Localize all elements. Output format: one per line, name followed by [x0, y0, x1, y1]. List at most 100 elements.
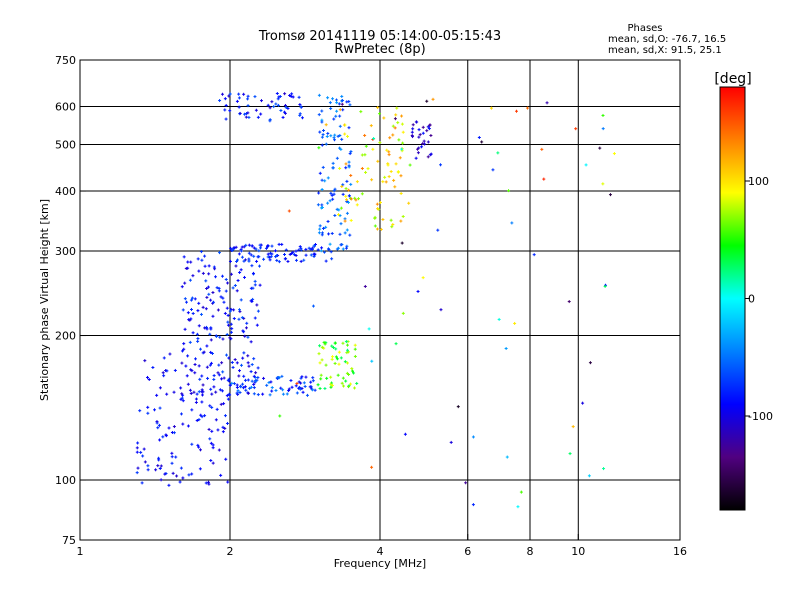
data-point	[207, 264, 211, 268]
data-point	[344, 194, 348, 198]
data-point	[319, 377, 323, 381]
data-point	[516, 505, 520, 509]
data-point	[240, 245, 244, 249]
data-point	[398, 156, 402, 160]
data-point	[319, 373, 323, 377]
data-point	[392, 178, 396, 182]
data-point	[240, 255, 244, 259]
colorbar-tick-label: 100	[748, 175, 769, 188]
data-point	[243, 378, 247, 382]
data-point	[340, 381, 344, 385]
data-point	[397, 138, 401, 142]
data-point	[247, 251, 251, 255]
data-point	[355, 203, 359, 207]
data-point	[420, 145, 424, 149]
stats-line-x: mean, sd,X: 91.5, 25.1	[608, 45, 722, 56]
data-point	[217, 289, 221, 293]
data-point	[510, 221, 514, 225]
data-point	[381, 217, 385, 221]
data-point	[334, 98, 338, 102]
data-point	[330, 231, 334, 235]
data-point	[353, 354, 357, 358]
data-point	[246, 111, 250, 115]
y-tick-label: 600	[55, 101, 76, 114]
data-point	[249, 340, 253, 344]
data-point	[266, 103, 270, 107]
stats-line-o: mean, sd,O: -76.7, 16.5	[608, 34, 726, 45]
data-point	[324, 363, 328, 367]
data-point	[275, 254, 279, 258]
data-point	[196, 339, 200, 343]
data-point	[295, 391, 299, 395]
data-point	[172, 390, 176, 394]
data-point	[321, 231, 325, 235]
data-point	[246, 335, 250, 339]
data-point	[216, 308, 220, 312]
data-point	[200, 388, 204, 392]
data-point	[354, 198, 358, 202]
data-point	[387, 150, 391, 154]
data-point	[425, 99, 429, 103]
data-point	[228, 259, 232, 263]
data-point	[183, 297, 187, 301]
data-point	[350, 369, 354, 373]
data-point	[421, 142, 425, 146]
data-point	[401, 141, 405, 145]
data-point	[197, 269, 201, 273]
data-point	[141, 454, 145, 458]
data-point	[364, 170, 368, 174]
data-point	[411, 127, 415, 131]
data-point	[388, 136, 392, 140]
data-point	[602, 467, 606, 471]
data-point	[212, 385, 216, 389]
data-point	[205, 344, 209, 348]
data-point	[253, 95, 257, 99]
data-point	[391, 124, 395, 128]
data-point	[246, 104, 250, 108]
data-point	[363, 153, 367, 157]
data-point	[379, 227, 383, 231]
data-point	[191, 312, 195, 316]
data-point	[391, 133, 395, 137]
data-point	[277, 95, 281, 99]
data-point	[215, 334, 219, 338]
data-point	[206, 285, 210, 289]
data-point	[326, 201, 330, 205]
data-point	[251, 297, 255, 301]
data-point	[197, 301, 201, 305]
data-point	[265, 383, 269, 387]
data-point	[325, 376, 329, 380]
x-tick-label: 10	[571, 545, 585, 558]
data-point	[237, 92, 241, 96]
data-point	[255, 323, 259, 327]
data-point	[195, 419, 199, 423]
data-point	[158, 466, 162, 470]
data-point	[344, 340, 348, 344]
data-point	[138, 409, 142, 413]
data-point	[323, 387, 327, 391]
data-point	[343, 231, 347, 235]
data-point	[601, 182, 605, 186]
data-point	[233, 358, 237, 362]
data-point	[344, 246, 348, 250]
data-point	[225, 421, 229, 425]
data-point	[327, 248, 331, 252]
data-point	[363, 284, 367, 288]
data-point	[328, 199, 332, 203]
data-point	[228, 336, 232, 340]
data-point	[304, 375, 308, 379]
data-point	[189, 298, 193, 302]
data-point	[266, 252, 270, 256]
data-point	[283, 257, 287, 261]
data-point	[341, 341, 345, 345]
data-point	[298, 112, 302, 116]
data-point	[224, 457, 228, 461]
data-point	[407, 201, 411, 205]
data-point	[320, 143, 324, 147]
data-point	[449, 440, 453, 444]
data-point	[253, 279, 257, 283]
data-point	[332, 192, 336, 196]
data-point	[189, 307, 193, 311]
data-point	[333, 341, 337, 345]
data-point	[170, 461, 174, 465]
